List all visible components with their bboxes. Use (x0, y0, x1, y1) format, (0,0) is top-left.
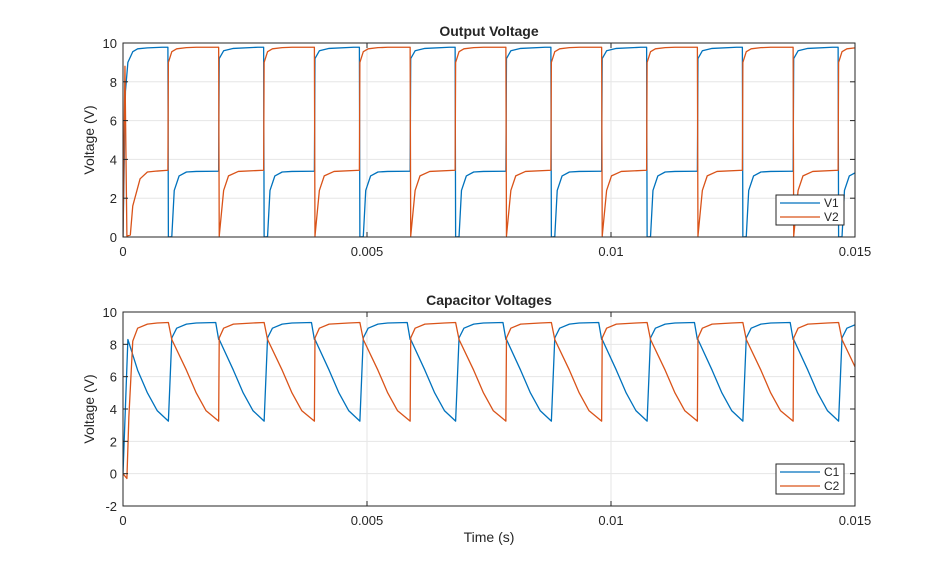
y-axis-label: Voltage (V) (81, 374, 97, 443)
legend: V1 V2 (775, 194, 845, 226)
y-tick-label: 8 (110, 337, 117, 352)
legend-box (775, 194, 845, 226)
y-tick-label: 2 (110, 191, 117, 206)
series-line-c2 (123, 321, 855, 480)
y-tick-label: 10 (103, 305, 117, 320)
legend-label-v1: V1 (824, 196, 839, 210)
y-tick-label: 4 (110, 152, 117, 167)
series-lines (123, 46, 855, 237)
legend: C1 C2 (775, 463, 845, 495)
series-lines (123, 321, 855, 480)
x-tick-label: 0.015 (839, 244, 872, 259)
y-tick-label: 10 (103, 36, 117, 51)
legend-label-c2: C2 (824, 479, 840, 493)
tick-marks: 0 0.005 0.01 0.015 0 2 4 6 8 10 (103, 36, 872, 259)
legend-label-c1: C1 (824, 465, 840, 479)
x-tick-label: 0 (119, 513, 126, 528)
legend-label-v2: V2 (824, 210, 839, 224)
output-voltage-chart: 0 0.005 0.01 0.015 0 2 4 6 8 10 Output Voltage Vo… (81, 23, 872, 259)
x-tick-label: 0 (119, 244, 126, 259)
y-tick-label: 4 (110, 402, 117, 417)
y-tick-label: 0 (110, 230, 117, 245)
y-tick-label: 6 (110, 370, 117, 385)
y-tick-label: 0 (110, 467, 117, 482)
series-line-v1 (123, 46, 855, 237)
x-tick-label: 0.01 (598, 244, 623, 259)
series-line-v2 (123, 46, 855, 237)
y-tick-label: -2 (105, 499, 117, 514)
plot-area-background (123, 43, 855, 237)
chart-title: Capacitor Voltages (426, 292, 552, 308)
x-tick-label: 0.005 (351, 513, 384, 528)
x-tick-label: 0.005 (351, 244, 384, 259)
x-axis-label: Time (s) (464, 529, 515, 545)
x-tick-label: 0.015 (839, 513, 872, 528)
x-tick-label: 0.01 (598, 513, 623, 528)
y-tick-label: 2 (110, 434, 117, 449)
legend-box (775, 463, 845, 495)
chart-title: Output Voltage (439, 23, 538, 39)
axes-box (122, 42, 856, 238)
y-tick-label: 6 (110, 114, 117, 129)
y-axis-label: Voltage (V) (81, 105, 97, 174)
y-tick-label: 8 (110, 75, 117, 90)
